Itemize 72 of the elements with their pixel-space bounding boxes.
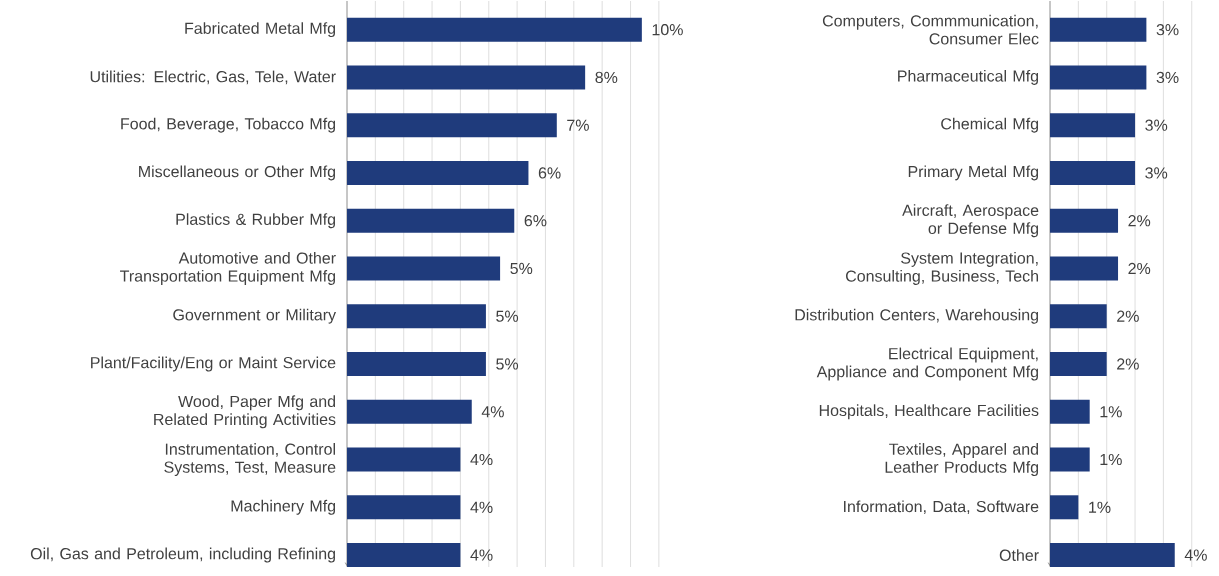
data-label: 5% bbox=[496, 310, 519, 322]
bar bbox=[347, 256, 501, 281]
y-tick-label: Oil, Gas and Petroleum, including Refining bbox=[30, 547, 335, 563]
y-tick-label: Fabricated Metal Mfg bbox=[185, 22, 336, 38]
y-tick-label: Distribution Centers, Warehousing bbox=[795, 308, 1039, 324]
data-label: 4% bbox=[1184, 549, 1207, 561]
data-label: 2% bbox=[1128, 262, 1151, 275]
data-label: 4% bbox=[481, 406, 504, 418]
y-tick-label: Computers, Commmunication, Consumer Elec bbox=[822, 14, 1039, 45]
data-label: 5% bbox=[496, 358, 519, 370]
data-label: 4% bbox=[470, 453, 493, 466]
bar bbox=[1050, 304, 1107, 329]
data-label: 8% bbox=[595, 71, 618, 84]
data-label: 2% bbox=[1128, 215, 1151, 227]
bar bbox=[1050, 351, 1107, 376]
y-tick-label: Automotive and Other Transportation Equipment Mfg bbox=[120, 251, 336, 285]
bar bbox=[1050, 160, 1136, 185]
bar bbox=[347, 351, 486, 376]
y-tick-label: Electrical Equipment, Appliance and Component Mfg bbox=[816, 347, 1038, 381]
bar bbox=[347, 304, 486, 329]
bar bbox=[1050, 495, 1079, 520]
y-tick-label: Instrumentation, Control Systems, Test, Measure bbox=[164, 443, 336, 476]
y-tick-label: Government or Military bbox=[173, 308, 337, 324]
bar bbox=[347, 495, 461, 520]
y-tick-label: Chemical Mfg bbox=[941, 117, 1039, 133]
bar bbox=[347, 542, 461, 567]
y-tick-label: Primary Metal Mfg bbox=[908, 165, 1039, 181]
y-tick-label: System Integration, Consulting, Business, Tech bbox=[846, 251, 1039, 285]
bar bbox=[1050, 542, 1175, 567]
data-label: 1% bbox=[1089, 501, 1111, 513]
y-tick-label: Information, Data, Software bbox=[844, 500, 1039, 515]
y-tick-label: Miscellaneous or Other Mfg bbox=[139, 165, 335, 181]
bar bbox=[1050, 399, 1090, 424]
bar bbox=[347, 447, 461, 472]
data-label: 2% bbox=[1117, 358, 1139, 370]
bar bbox=[347, 17, 642, 42]
data-label: 1% bbox=[1100, 406, 1122, 418]
y-tick-label: Pharmaceutical Mfg bbox=[898, 69, 1039, 85]
y-tick-label: Machinery Mfg bbox=[231, 499, 336, 515]
bar bbox=[1050, 17, 1147, 42]
data-label: 4% bbox=[470, 501, 493, 513]
y-tick-label: Aircraft, Aerospace or Defense Mfg bbox=[902, 204, 1039, 238]
data-label: 3% bbox=[1156, 71, 1179, 84]
data-label: 4% bbox=[470, 549, 493, 561]
bar bbox=[347, 160, 529, 185]
bar bbox=[1050, 447, 1090, 472]
y-tick-label: Textiles, Apparel and Leather Products Mfg bbox=[885, 443, 1039, 476]
y-tick-label: Plant/Facility/Eng or Maint Service bbox=[91, 356, 336, 372]
bar bbox=[347, 208, 515, 233]
bar bbox=[1050, 208, 1119, 233]
y-tick-label: Wood, Paper Mfg and Related Printing Activities bbox=[154, 395, 336, 429]
bar bbox=[1050, 256, 1119, 281]
data-label: 1% bbox=[1100, 453, 1122, 466]
y-tick-label: Food, Beverage, Tobacco Mfg bbox=[121, 117, 336, 133]
bar bbox=[347, 65, 586, 90]
data-label: 5% bbox=[510, 262, 533, 275]
data-label: 6% bbox=[524, 214, 547, 227]
data-label: 3% bbox=[1145, 119, 1168, 131]
y-tick-label: Other bbox=[999, 549, 1039, 561]
bar bbox=[347, 113, 557, 138]
bar bbox=[1050, 113, 1136, 138]
y-tick-label: Utilities: Electric, Gas, Tele, Water bbox=[90, 70, 336, 85]
y-tick-label: Hospitals, Healthcare Facilities bbox=[819, 404, 1039, 420]
data-label: 6% bbox=[538, 167, 561, 179]
bar bbox=[347, 399, 472, 424]
data-label: 10% bbox=[652, 23, 683, 36]
data-label: 7% bbox=[567, 119, 589, 131]
data-label: 2% bbox=[1117, 310, 1139, 322]
data-label: 3% bbox=[1156, 23, 1179, 36]
bar bbox=[1050, 65, 1147, 90]
y-tick-label: Plastics & Rubber Mfg bbox=[176, 213, 336, 229]
data-label: 3% bbox=[1145, 167, 1168, 179]
